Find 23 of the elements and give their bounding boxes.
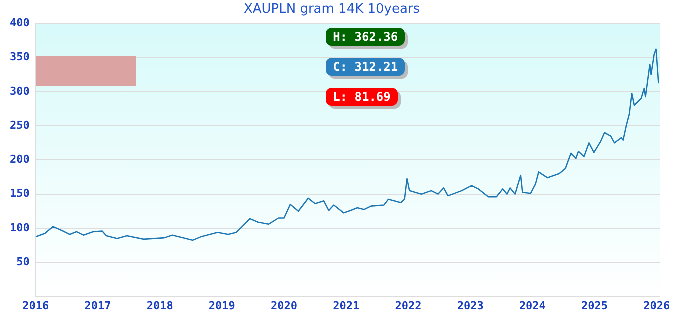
y-tick-label: 50	[16, 256, 30, 269]
y-tick-label: 200	[10, 153, 30, 166]
x-tick-label: 2017	[84, 299, 112, 312]
x-tick-label: 2019	[208, 299, 236, 312]
y-tick-label: 400	[10, 16, 30, 30]
x-tick-label: 2018	[146, 299, 174, 312]
y-tick-label: 100	[10, 221, 30, 234]
y-tick-label: 350	[10, 50, 30, 64]
annotation: H: 362.36	[326, 28, 406, 46]
y-tick-label: 300	[10, 84, 30, 98]
x-tick-label: 2021	[333, 299, 360, 312]
x-tick-label: 2026	[644, 299, 671, 312]
x-tick-label: 2024	[519, 299, 546, 312]
x-tick-label: 2025	[582, 299, 608, 312]
x-tick-label: 2020	[271, 299, 298, 312]
annotation: L: 81.69	[326, 88, 398, 106]
x-tick-label: 2016	[22, 299, 50, 312]
chart-title: XAUPLN gram 14K 10years	[244, 2, 420, 18]
annotation: C: 312.21	[326, 58, 406, 76]
y-tick-label: 150	[10, 187, 30, 200]
x-tick-label: 2022	[395, 299, 422, 312]
y-tick-label: 250	[10, 118, 30, 132]
x-tick-label: 2023	[457, 299, 484, 312]
